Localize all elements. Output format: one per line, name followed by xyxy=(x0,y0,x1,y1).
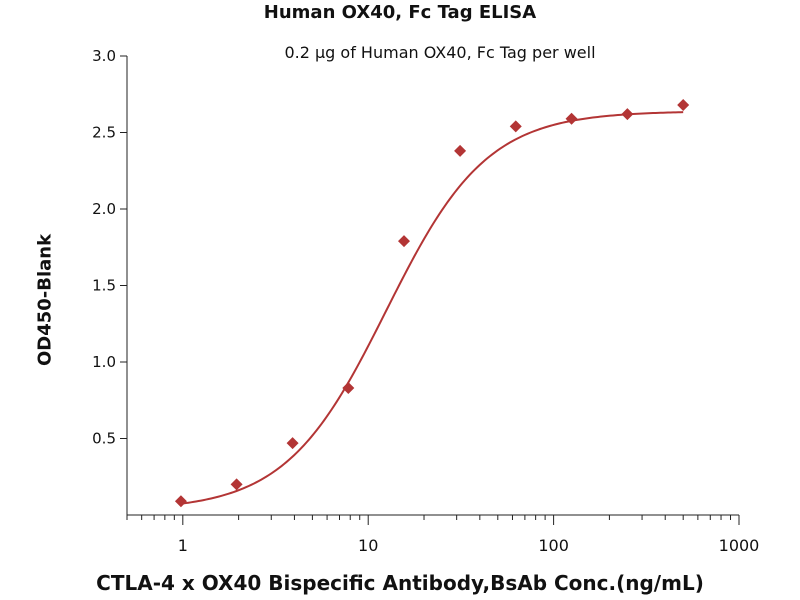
data-point xyxy=(342,382,355,395)
data-point xyxy=(230,478,243,491)
data-point xyxy=(454,144,467,157)
data-point xyxy=(398,235,411,248)
fit-curve xyxy=(180,111,684,505)
y-tick-label: 2.5 xyxy=(92,124,116,142)
data-point xyxy=(286,437,299,450)
x-tick-label: 10 xyxy=(358,536,378,555)
data-point xyxy=(509,120,522,133)
data-point xyxy=(621,108,634,121)
data-point xyxy=(174,495,187,508)
y-tick-label: 3.0 xyxy=(92,47,116,65)
chart-subtitle: 0.2 μg of Human OX40, Fc Tag per well xyxy=(284,43,596,62)
x-tick-label: 1000 xyxy=(719,536,760,555)
y-tick-label: 2.0 xyxy=(92,200,116,218)
x-tick-label: 100 xyxy=(538,536,569,555)
y-tick-label: 1.5 xyxy=(92,277,116,295)
y-tick-label: 1.0 xyxy=(92,353,116,371)
y-tick-label: 0.5 xyxy=(92,430,116,448)
data-point xyxy=(565,112,578,125)
chart-title: Human OX40, Fc Tag ELISA xyxy=(263,2,537,23)
x-axis-label: CTLA-4 x OX40 Bispecific Antibody,BsAb C… xyxy=(96,571,704,595)
data-point xyxy=(677,98,690,111)
x-tick-label: 1 xyxy=(178,536,188,555)
